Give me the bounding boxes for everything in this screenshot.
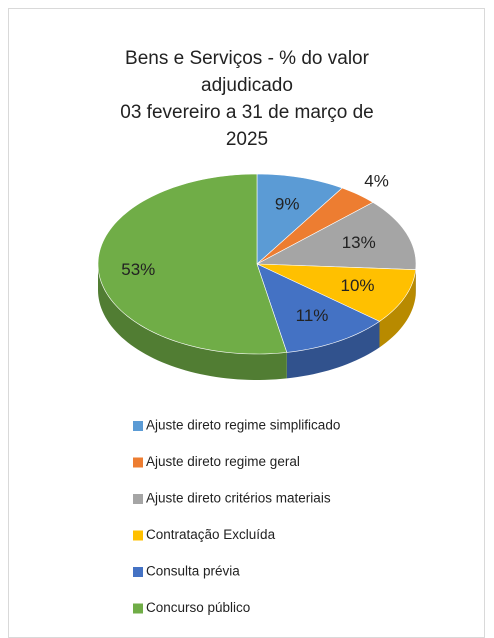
legend-swatch [133, 458, 143, 468]
legend-label: Concurso público [146, 600, 250, 615]
legend-swatch [133, 567, 143, 577]
legend-label: Contratação Excluída [146, 527, 276, 542]
legend-swatch [133, 421, 143, 431]
legend-label: Ajuste direto critérios materiais [146, 491, 331, 506]
legend-swatch [133, 604, 143, 614]
data-label: 11% [296, 306, 329, 325]
legend-label: Ajuste direto regime geral [146, 454, 300, 469]
legend-label: Consulta prévia [146, 564, 240, 579]
legend-swatch [133, 494, 143, 504]
data-label: 9% [275, 195, 300, 214]
data-label: 10% [341, 276, 375, 295]
legend-swatch [133, 531, 143, 541]
data-label: 13% [342, 233, 376, 252]
data-label: 53% [121, 260, 155, 279]
data-label: 4% [364, 172, 389, 191]
legend-label: Ajuste direto regime simplificado [146, 418, 340, 433]
